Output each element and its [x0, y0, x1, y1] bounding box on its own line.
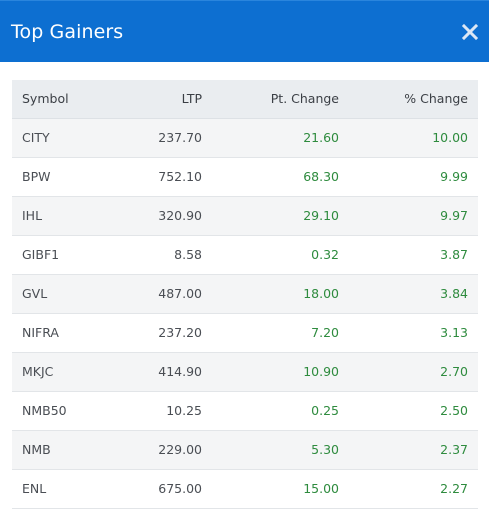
symbol-cell: NIFRA [22, 325, 59, 340]
pct-change-cell: 2.70 [440, 364, 468, 379]
table-row[interactable]: CITY 237.70 21.60 10.00 [12, 118, 478, 157]
pct-change-cell: 2.37 [440, 442, 468, 457]
table-row[interactable]: NMB50 10.25 0.25 2.50 [12, 391, 478, 430]
pct-change-cell: 9.97 [440, 208, 468, 223]
ltp-cell: 675.00 [158, 481, 202, 496]
table-row[interactable]: NMB 229.00 5.30 2.37 [12, 430, 478, 469]
ltp-cell: 320.90 [158, 208, 202, 223]
modal-header: Top Gainers [0, 0, 489, 62]
ltp-cell: 10.25 [166, 403, 202, 418]
symbol-cell: ENL [22, 481, 47, 496]
top-gainers-table: Symbol LTP Pt. Change % Change CITY 237.7… [12, 80, 478, 509]
pct-change-cell: 3.84 [440, 286, 468, 301]
close-button[interactable] [460, 22, 480, 42]
symbol-cell: NMB [22, 442, 51, 457]
table-row[interactable]: GIBF1 8.58 0.32 3.87 [12, 235, 478, 274]
ltp-cell: 8.58 [174, 247, 202, 262]
table-row[interactable]: GVL 487.00 18.00 3.84 [12, 274, 478, 313]
pt-change-cell: 18.00 [303, 286, 339, 301]
pct-change-cell: 3.13 [440, 325, 468, 340]
symbol-cell: NMB50 [22, 403, 67, 418]
symbol-cell: BPW [22, 169, 51, 184]
ltp-cell: 229.00 [158, 442, 202, 457]
table-body: CITY 237.70 21.60 10.00 BPW 752.10 68.30 9.99 IH… [12, 118, 478, 508]
pct-change-cell: 3.87 [440, 247, 468, 262]
ltp-cell: 237.20 [158, 325, 202, 340]
pt-change-cell: 0.25 [311, 403, 339, 418]
pt-change-cell: 7.20 [311, 325, 339, 340]
column-header-pt-change[interactable]: Pt. Change [202, 80, 339, 119]
symbol-cell: GVL [22, 286, 48, 301]
table-row[interactable]: ENL 675.00 15.00 2.27 [12, 469, 478, 508]
pct-change-cell: 2.27 [440, 481, 468, 496]
close-icon [461, 23, 479, 41]
ltp-cell: 487.00 [158, 286, 202, 301]
modal-title: Top Gainers [11, 21, 124, 43]
table-row[interactable]: BPW 752.10 68.30 9.99 [12, 157, 478, 196]
pt-change-cell: 10.90 [303, 364, 339, 379]
table-header-row: Symbol LTP Pt. Change % Change [12, 80, 478, 119]
pt-change-cell: 5.30 [311, 442, 339, 457]
table-row[interactable]: NIFRA 237.20 7.20 3.13 [12, 313, 478, 352]
pt-change-cell: 15.00 [303, 481, 339, 496]
ltp-cell: 414.90 [158, 364, 202, 379]
pt-change-cell: 68.30 [303, 169, 339, 184]
ltp-cell: 237.70 [158, 130, 202, 145]
table-row[interactable]: IHL 320.90 29.10 9.97 [12, 196, 478, 235]
symbol-cell: GIBF1 [22, 247, 60, 262]
table-row[interactable]: MKJC 414.90 10.90 2.70 [12, 352, 478, 391]
column-header-pct-change[interactable]: % Change [339, 80, 478, 119]
symbol-cell: MKJC [22, 364, 54, 379]
pct-change-cell: 10.00 [432, 130, 468, 145]
pct-change-cell: 9.99 [440, 169, 468, 184]
pt-change-cell: 21.60 [303, 130, 339, 145]
pt-change-cell: 0.32 [311, 247, 339, 262]
symbol-cell: IHL [22, 208, 43, 223]
column-header-ltp[interactable]: LTP [122, 80, 202, 119]
symbol-cell: CITY [22, 130, 50, 145]
column-header-symbol[interactable]: Symbol [12, 80, 122, 119]
top-gainers-table-container: Symbol LTP Pt. Change % Change CITY 237.7… [12, 80, 478, 509]
ltp-cell: 752.10 [158, 169, 202, 184]
pt-change-cell: 29.10 [303, 208, 339, 223]
pct-change-cell: 2.50 [440, 403, 468, 418]
